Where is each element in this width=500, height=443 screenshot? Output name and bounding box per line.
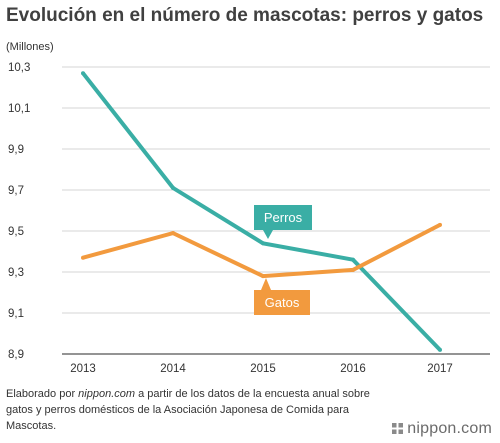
y-tick-label: 9,1 (8, 308, 24, 320)
y-tick-label: 8,9 (8, 349, 24, 361)
data-point-perros (261, 241, 265, 246)
series-tag-pointer-perros (263, 230, 273, 239)
y-tick-label: 9,5 (8, 226, 24, 238)
line-chart: 10,3 10,1 9,9 9,7 9,5 9,3 9,1 8,9 2013 2014 2015 20… (8, 62, 490, 375)
source-site: nippon.com (78, 388, 136, 400)
series-tag-label-gatos: Gatos (265, 295, 300, 310)
source-prefix: Elaborado por (6, 388, 79, 400)
x-tick-label: 2014 (160, 363, 186, 375)
x-tick-label: 2013 (70, 363, 96, 375)
y-tick-label: 9,7 (8, 185, 24, 197)
series-tag-gatos (254, 290, 310, 315)
chart-title: Evolución en el número de mascotas: perr… (6, 5, 484, 26)
source-note: Elaborado por nippon.com a partir de los… (6, 386, 376, 434)
brand-logo: nippon.com (392, 420, 492, 438)
y-tick-label: 9,9 (8, 144, 24, 156)
y-axis-unit-label: (Millones) (6, 41, 54, 53)
x-tick-label: 2016 (340, 363, 366, 375)
data-point-perros (438, 347, 442, 352)
data-point-gatos (171, 231, 175, 236)
series-line-gatos (82, 223, 441, 279)
data-point-perros (81, 71, 85, 76)
x-tick-label: 2017 (427, 363, 453, 375)
series-tag-pointer-gatos (261, 278, 271, 290)
data-point-gatos (81, 255, 85, 260)
source-suffix: a partir de los datos de la encuesta anu… (6, 388, 370, 432)
data-point-gatos (261, 274, 265, 279)
brand-text: nippon.com (407, 420, 492, 437)
data-point-perros (171, 185, 175, 190)
nippon-logo-icon (392, 423, 404, 434)
data-point-gatos (438, 222, 442, 227)
series-tag-label-perros: Perros (264, 210, 303, 225)
x-tick-label: 2015 (250, 363, 276, 375)
y-tick-label: 10,1 (8, 103, 30, 115)
y-tick-label: 9,3 (8, 267, 24, 279)
y-tick-label: 10,3 (8, 62, 30, 74)
data-point-gatos (351, 267, 355, 272)
series-tag-perros (254, 205, 312, 230)
data-point-perros (351, 257, 355, 262)
